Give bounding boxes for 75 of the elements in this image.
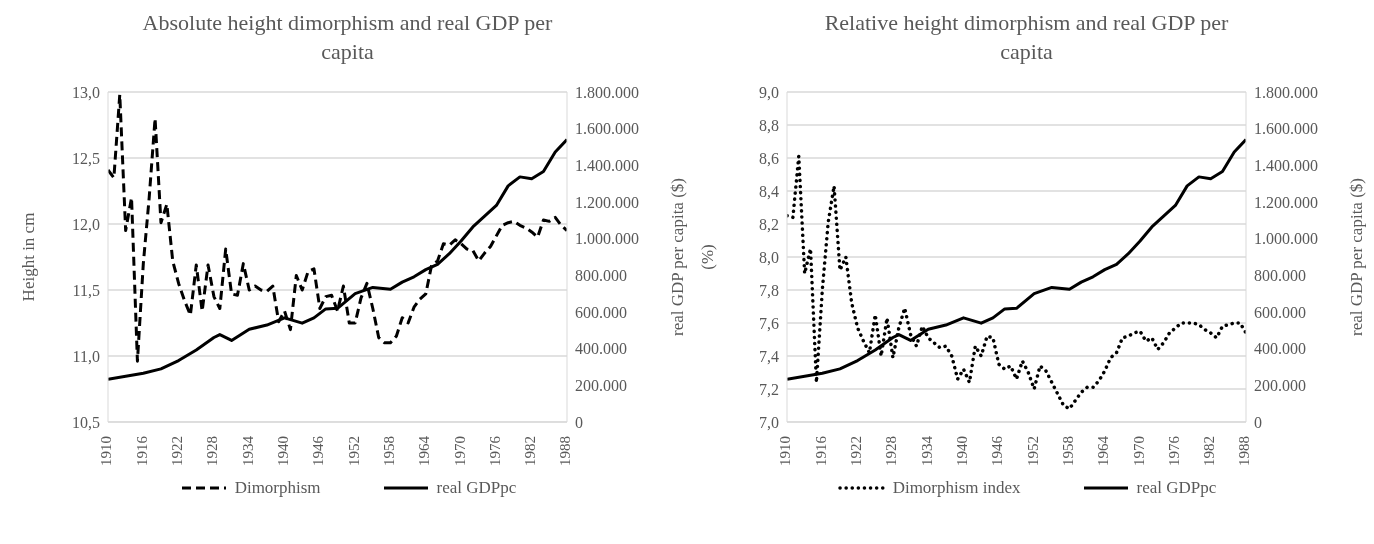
- y2-tick-label: 1.800.000: [575, 83, 639, 101]
- y2-tick-label: 1.000.000: [1254, 230, 1318, 248]
- y2-tick-label: 200.000: [575, 377, 627, 395]
- y2-tick-label: 400.000: [1254, 340, 1306, 358]
- x-tick-label: 1934: [239, 435, 256, 466]
- y2-tick-label: 1.400.000: [575, 157, 639, 175]
- y2-tick-label: 0: [1254, 413, 1262, 431]
- chart-title: Relative height dimorphism and real GDP per capita: [823, 9, 1230, 66]
- y-tick-label: 8,0: [759, 248, 779, 266]
- x-tick-label: 1928: [204, 436, 221, 466]
- x-tick-label: 1958: [380, 436, 397, 466]
- y-tick-label: 7,4: [759, 347, 779, 365]
- y2-tick-label: 800.000: [1254, 267, 1306, 285]
- y2-tick-label: 200.000: [1254, 377, 1306, 395]
- x-tick-label: 1964: [1095, 435, 1112, 466]
- x-tick-label: 1964: [416, 435, 433, 466]
- x-tick-label: 1952: [1024, 436, 1041, 466]
- y-tick-label: 7,2: [759, 380, 779, 398]
- y2-tick-label: 600.000: [1254, 303, 1306, 321]
- x-tick-label: 1958: [1059, 436, 1076, 466]
- y-tick-label: 7,0: [759, 413, 779, 431]
- x-tick-label: 1946: [310, 435, 327, 466]
- x-tick-label: 1916: [133, 435, 150, 466]
- legend-label: real GDPpc: [436, 478, 517, 498]
- y2-tick-label: 1.400.000: [1254, 157, 1318, 175]
- x-tick-label: 1982: [1201, 436, 1218, 466]
- y2-tick-label: 1.800.000: [1254, 83, 1318, 101]
- x-tick-label: 1916: [812, 435, 829, 466]
- x-tick-label: 1988: [1236, 436, 1253, 466]
- y-tick-label: 9,0: [759, 83, 779, 101]
- y-tick-label: 11,5: [72, 281, 100, 299]
- y-axis-title: Height in cm: [19, 212, 39, 302]
- legend-label: real GDPpc: [1136, 478, 1217, 498]
- x-tick-label: 1988: [557, 436, 574, 466]
- y2-tick-label: 400.000: [575, 340, 627, 358]
- y-tick-label: 8,6: [759, 149, 779, 167]
- x-tick-label: 1946: [989, 435, 1006, 466]
- y2-tick-label: 600.000: [575, 303, 627, 321]
- x-tick-label: 1970: [451, 436, 468, 466]
- x-tick-label: 1982: [522, 436, 539, 466]
- x-tick-label: 1970: [1130, 436, 1147, 466]
- y2-tick-label: 1.600.000: [1254, 120, 1318, 138]
- y-tick-label: 8,8: [759, 116, 779, 134]
- y2-axis-title: real GDP per capita ($): [668, 178, 688, 336]
- chart-title: Absolute height dimorphism and real GDP per capita: [141, 9, 554, 66]
- y-tick-label: 13,0: [72, 83, 100, 101]
- y-tick-label: 11,0: [72, 347, 100, 365]
- x-tick-label: 1922: [848, 436, 865, 466]
- x-tick-label: 1940: [953, 436, 970, 466]
- y2-tick-label: 0: [575, 413, 583, 431]
- y2-tick-label: 1.200.000: [575, 193, 639, 211]
- y2-tick-label: 1.200.000: [1254, 193, 1318, 211]
- x-tick-label: 1976: [1165, 435, 1182, 466]
- y2-axis-title: real GDP per capita ($): [1347, 178, 1367, 336]
- legend-label: Dimorphism index: [892, 478, 1021, 498]
- x-tick-label: 1910: [777, 436, 794, 466]
- y-axis-title: (%): [698, 244, 718, 270]
- y-tick-label: 10,5: [72, 413, 100, 431]
- x-tick-label: 1934: [918, 435, 935, 466]
- y-tick-label: 8,2: [759, 215, 779, 233]
- y-tick-label: 12,5: [72, 149, 100, 167]
- x-tick-label: 1922: [169, 436, 186, 466]
- y2-tick-label: 1.000.000: [575, 230, 639, 248]
- x-tick-label: 1940: [274, 436, 291, 466]
- y-tick-label: 7,6: [759, 314, 779, 332]
- y2-tick-label: 1.600.000: [575, 120, 639, 138]
- y-tick-label: 8,4: [759, 182, 779, 200]
- x-tick-label: 1952: [345, 436, 362, 466]
- x-tick-label: 1928: [883, 436, 900, 466]
- y-tick-label: 7,8: [759, 281, 779, 299]
- x-tick-label: 1976: [486, 435, 503, 466]
- legend-label: Dimorphism: [234, 478, 321, 498]
- x-tick-label: 1910: [98, 436, 115, 466]
- y2-tick-label: 800.000: [575, 267, 627, 285]
- y-tick-label: 12,0: [72, 215, 100, 233]
